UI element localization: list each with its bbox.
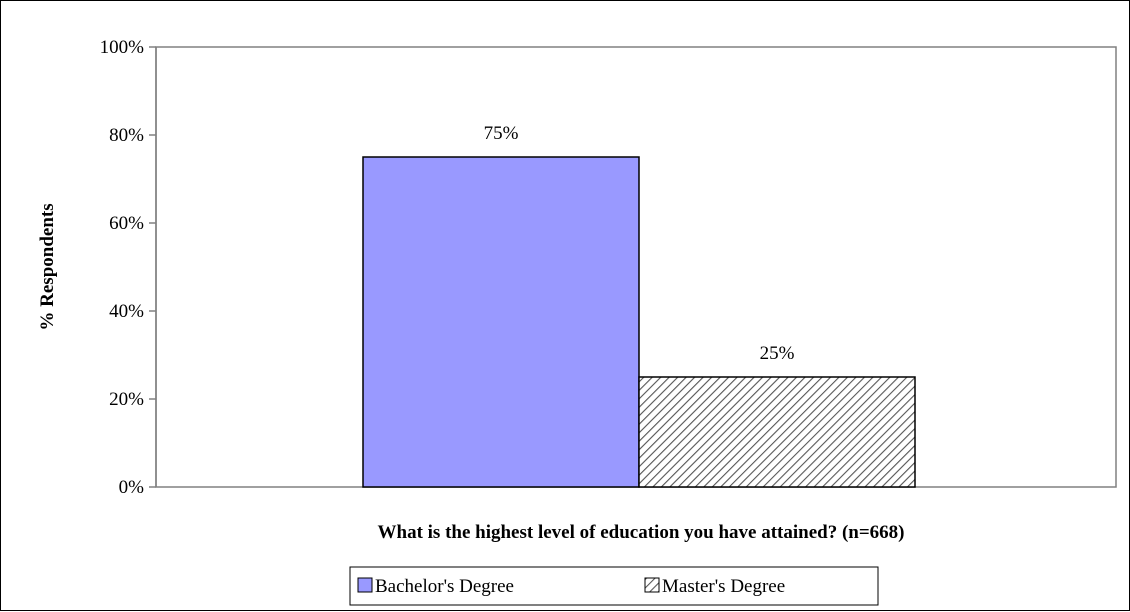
data-label: 75% bbox=[484, 123, 519, 144]
legend-swatch-bachelors bbox=[357, 577, 373, 593]
legend-swatch-masters bbox=[644, 577, 660, 593]
y-tick-label: 20% bbox=[109, 389, 144, 410]
legend: Bachelor's Degree Master's Degree bbox=[349, 566, 879, 606]
data-label-group: 75% 25% bbox=[484, 123, 795, 364]
legend-box bbox=[349, 566, 879, 606]
y-axis-ticks: 0% 20% 40% 60% 80% 100% bbox=[100, 37, 156, 498]
legend-label-masters: Master's Degree bbox=[662, 576, 785, 597]
bar-bachelors-degree bbox=[362, 156, 640, 488]
legend-label-bachelors: Bachelor's Degree bbox=[375, 576, 514, 597]
y-tick-label: 80% bbox=[109, 125, 144, 146]
data-label: 25% bbox=[760, 343, 795, 364]
x-axis-title: What is the highest level of education y… bbox=[378, 522, 905, 543]
bar-group bbox=[362, 156, 916, 488]
y-tick-label: 0% bbox=[119, 477, 145, 498]
y-tick-label: 40% bbox=[109, 301, 144, 322]
y-tick-label: 100% bbox=[100, 37, 145, 58]
y-tick-label: 60% bbox=[109, 213, 144, 234]
y-axis-title: % Respondents bbox=[37, 203, 58, 330]
bar-masters-degree bbox=[638, 376, 916, 488]
